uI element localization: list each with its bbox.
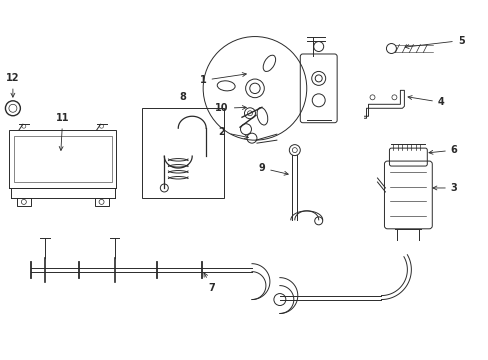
Text: 12: 12 bbox=[6, 73, 20, 97]
Text: 11: 11 bbox=[56, 113, 69, 150]
Bar bbox=[142, 108, 224, 198]
Text: 3: 3 bbox=[432, 183, 457, 193]
Bar bbox=[17, 198, 31, 206]
Text: 4: 4 bbox=[407, 96, 444, 107]
Text: 8: 8 bbox=[180, 92, 186, 102]
Text: 7: 7 bbox=[203, 273, 215, 293]
Text: 1: 1 bbox=[200, 73, 246, 85]
Bar bbox=[9, 130, 116, 188]
Text: 10: 10 bbox=[215, 103, 246, 113]
Text: 2: 2 bbox=[218, 127, 248, 139]
Text: 9: 9 bbox=[258, 163, 287, 175]
Bar bbox=[94, 198, 108, 206]
Bar bbox=[14, 136, 111, 182]
Text: 5: 5 bbox=[404, 36, 464, 49]
Text: 6: 6 bbox=[428, 145, 457, 155]
